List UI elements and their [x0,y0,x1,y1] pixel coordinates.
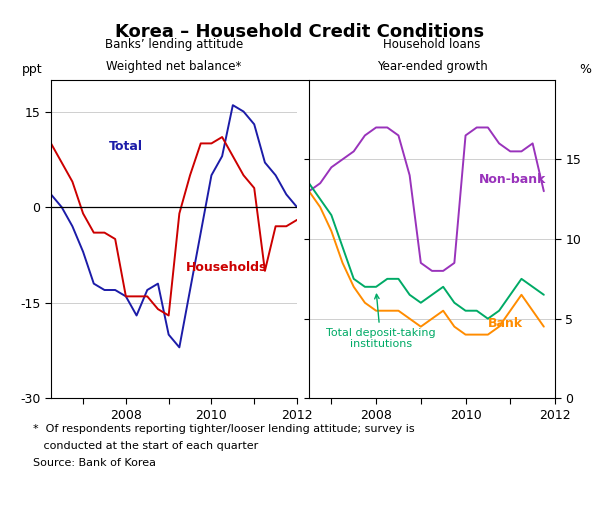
Text: Year-ended growth: Year-ended growth [377,60,487,74]
Text: Bank: Bank [488,317,523,329]
Text: Total: Total [109,140,143,153]
Text: Total deposit-taking
institutions: Total deposit-taking institutions [326,295,436,350]
Text: Households: Households [186,261,267,274]
Text: Banks’ lending attitude: Banks’ lending attitude [105,38,243,51]
Text: Non-bank: Non-bank [479,173,547,186]
Text: Weighted net balance*: Weighted net balance* [106,60,242,74]
Text: Household loans: Household loans [383,38,481,51]
Text: Korea – Household Credit Conditions: Korea – Household Credit Conditions [115,23,485,41]
Text: *  Of respondents reporting tighter/looser lending attitude; survey is: * Of respondents reporting tighter/loose… [33,424,415,434]
Text: conducted at the start of each quarter: conducted at the start of each quarter [33,441,258,451]
Text: %: % [580,64,592,77]
Text: Source: Bank of Korea: Source: Bank of Korea [33,458,156,468]
Text: ppt: ppt [22,64,42,77]
